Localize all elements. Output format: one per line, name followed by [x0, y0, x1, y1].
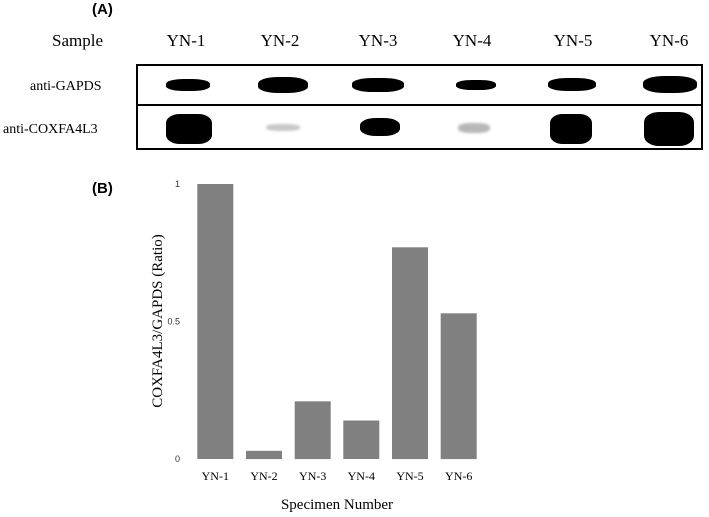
panel-b-label: (B)	[92, 180, 113, 197]
bar-yn-6	[440, 313, 477, 460]
x-tick-label-yn-5: YN-5	[396, 469, 423, 483]
blot-coxfa4l3	[136, 104, 703, 150]
band-gapds-yn-6	[643, 76, 697, 93]
y-ticks-group: 00.51	[167, 179, 180, 464]
lane-label-yn-6: YN-6	[649, 31, 689, 50]
y-axis-title-group: COXFA4L3/GAPDS (Ratio)	[150, 234, 166, 407]
lane-label-yn-4: YN-4	[452, 31, 492, 50]
band-coxfa-yn-1	[166, 114, 212, 144]
x-tick-label-yn-4: YN-4	[348, 469, 375, 483]
x-axis-title: Specimen Number	[281, 497, 393, 513]
sample-label: Sample	[52, 31, 103, 50]
band-coxfa-yn-4	[458, 123, 490, 133]
bar-yn-3	[294, 401, 331, 460]
x-tick-label-yn-6: YN-6	[445, 469, 472, 483]
lane-label-yn-1: YN-1	[166, 31, 206, 50]
bar-yn-2	[246, 450, 282, 460]
y-axis-title: COXFA4L3/GAPDS (Ratio)	[150, 234, 166, 407]
y-tick-label: 1	[175, 179, 180, 189]
y-tick-label: 0	[175, 454, 180, 464]
x-tick-label-yn-3: YN-3	[299, 469, 326, 483]
band-coxfa-yn-3	[360, 118, 400, 136]
x-tick-label-yn-1: YN-1	[202, 469, 229, 483]
bar-yn-4	[343, 420, 380, 459]
bar-yn-5	[392, 247, 428, 460]
band-gapds-yn-5	[548, 78, 596, 91]
band-gapds-yn-1	[166, 79, 210, 91]
blot-gapds	[136, 64, 703, 106]
bars-group	[197, 184, 477, 460]
row-label-gapds: anti-GAPDS	[30, 79, 102, 94]
band-coxfa-yn-6	[644, 112, 694, 146]
row-label-coxfa4l3: anti-COXFA4L3	[3, 122, 98, 137]
band-gapds-yn-2	[258, 77, 308, 93]
x-tick-label-yn-2: YN-2	[250, 469, 277, 483]
lane-label-yn-3: YN-3	[358, 31, 398, 50]
band-gapds-yn-3	[352, 78, 404, 92]
band-coxfa-yn-2	[266, 124, 300, 131]
panel-a-label: (A)	[92, 1, 113, 18]
x-ticks-group: YN-1 YN-2 YN-3 YN-4 YN-5 YN-6	[202, 469, 473, 483]
band-coxfa-yn-5	[550, 114, 592, 144]
bar-yn-1	[197, 184, 234, 459]
lane-label-yn-5: YN-5	[553, 31, 593, 50]
lane-label-yn-2: YN-2	[260, 31, 300, 50]
y-tick-label: 0.5	[167, 317, 180, 327]
band-gapds-yn-4	[456, 80, 496, 90]
